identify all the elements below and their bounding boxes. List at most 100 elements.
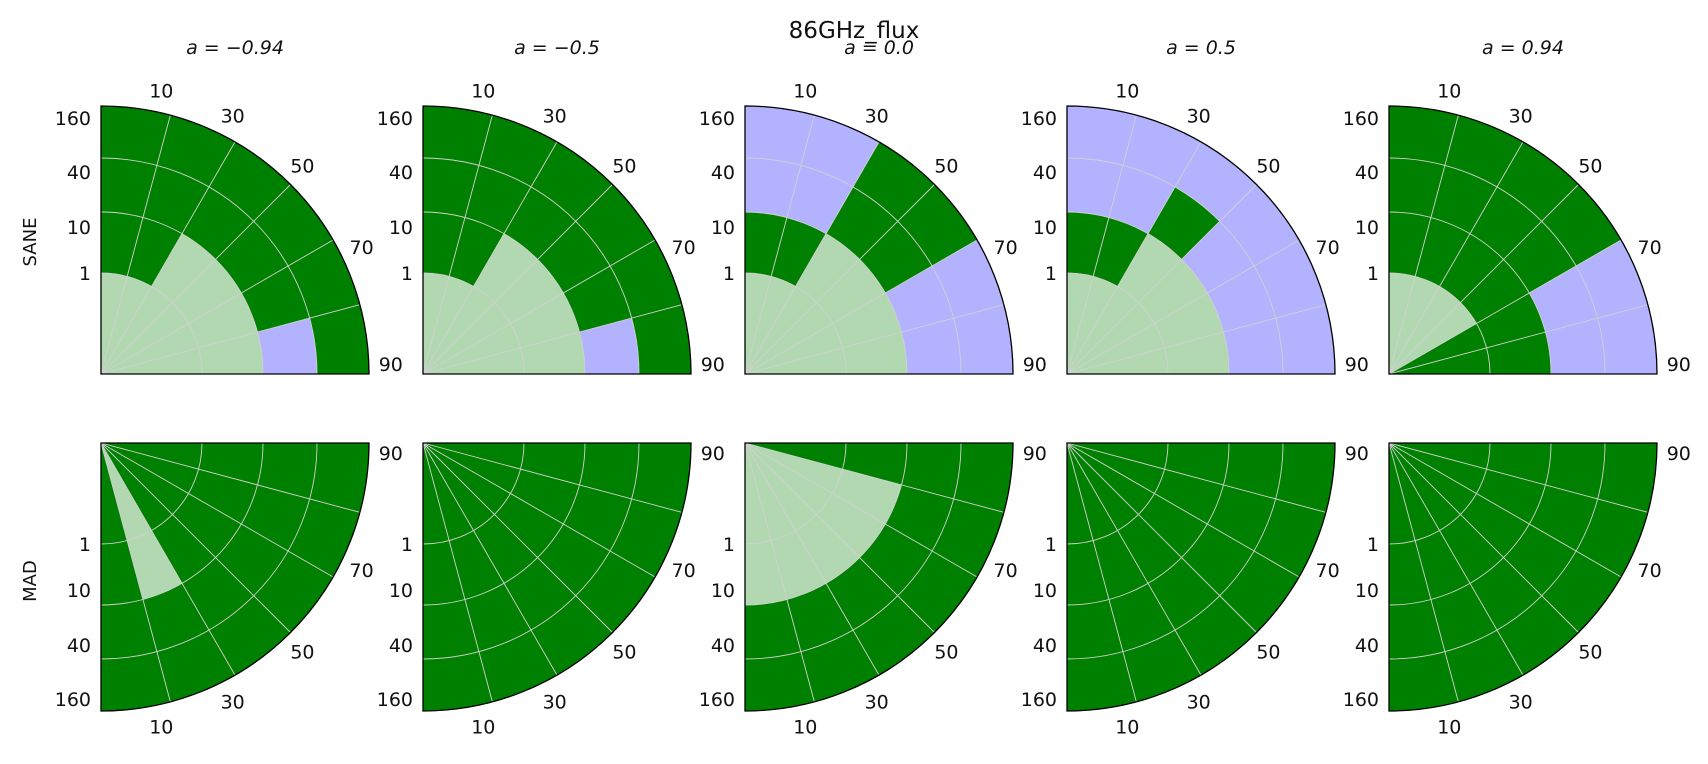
panel-sane-5: a = 0.94 1 10 40 160 10 30 50 70 90 [1343,37,1691,376]
radial-tick-label: 40 [711,635,735,657]
heatmap-cell [1223,443,1283,499]
angular-tick-label: 70 [350,237,374,259]
heatmap-cell [423,158,479,218]
angular-tick-label: 30 [1509,691,1533,713]
angular-gridline [744,239,978,375]
heatmap-cell [1181,221,1255,293]
angular-tick-label: 10 [471,80,495,102]
heatmap-cell [1439,514,1504,584]
heatmap-cell [1389,106,1459,166]
heatmap-cell [1154,469,1224,524]
heatmap-cell [745,540,787,605]
angular-tick-label: 90 [1023,354,1047,376]
panel-outline [422,442,692,712]
panel-sane-4: a = 0.5 1 10 40 160 10 30 50 70 90 [1021,37,1369,376]
radial-tick-label: 1 [79,263,91,285]
heatmap-cell [423,443,474,541]
heatmap-cell [1389,443,1477,515]
angular-gridline [422,304,682,375]
angular-gridline [1066,304,1326,375]
heatmap-cell [745,443,796,541]
heatmap-cell [885,266,954,333]
angular-tick-label: 50 [612,642,636,664]
heatmap-cell [953,304,1013,374]
angular-gridline [1388,115,1459,375]
panel-mad-1: 1 10 40 160 10 30 50 70 90 [55,442,403,739]
heatmap-cell [1576,240,1648,319]
heatmap-cell [188,293,258,348]
angular-tick-label: 50 [1578,155,1602,177]
heatmap-cell [1067,651,1137,711]
heatmap-cell [1219,551,1300,633]
heatmap-cell [215,221,289,293]
heatmap-cell [151,233,216,303]
angular-tick-label: 10 [149,80,173,102]
heatmap-cell [1207,484,1276,551]
heatmap-cell [897,184,978,266]
angular-gridline [744,442,1004,513]
column-title: a = −0.5 [514,37,600,59]
angular-gridline [422,442,682,513]
heatmap-cell [531,595,613,676]
heatmap-cell [1148,557,1220,631]
angular-gridline [1388,442,1524,676]
panel-outline [100,442,370,712]
heatmap-cell [1254,498,1326,577]
heatmap-cell [423,212,465,277]
heatmap-cell [127,217,182,287]
heatmap-cell [423,540,465,605]
radial-tick-label: 1 [401,263,413,285]
heatmap-cell [1093,217,1148,287]
heatmap-cell [253,551,334,633]
radial-tick-label: 40 [1355,162,1379,184]
heatmap-cell [101,443,189,515]
heatmap-cell [1175,595,1257,676]
heatmap-cell [795,233,860,303]
heatmap-cell [423,323,521,374]
angular-tick-label: 90 [1667,354,1691,376]
angular-gridline [744,442,815,702]
angular-gridline [1388,442,1579,633]
heatmap-cell [510,469,580,524]
heatmap-cell [423,443,511,515]
radial-tick-label: 1 [1367,263,1379,285]
heatmap-cell [826,557,898,631]
radial-tick-label: 160 [1343,689,1379,711]
heatmap-cell [1138,259,1208,324]
radial-tick-label: 10 [1355,580,1379,602]
radial-tick-label: 1 [1045,263,1057,285]
heatmap-cell [897,551,978,633]
heatmap-cell [1529,484,1598,551]
angular-tick-label: 10 [1115,80,1139,102]
angular-tick-label: 70 [994,560,1018,582]
heatmap-cell [1108,165,1175,234]
heatmap-cell [932,498,1004,577]
heatmap-cell [579,318,639,374]
heatmap-cell [1497,141,1579,222]
heatmap-cell [1207,266,1276,333]
heatmap-cell [1415,217,1470,287]
heatmap-cell [745,106,815,166]
heatmap-cell [859,221,933,293]
angular-gridline [1066,184,1257,375]
angular-gridline [1388,304,1648,375]
panel-outline [1388,442,1658,712]
heatmap-cell [745,212,787,277]
heatmap-cell [1067,443,1118,541]
angular-tick-label: 10 [471,717,495,739]
angular-tick-label: 50 [934,642,958,664]
heatmap-cell [853,141,935,222]
heatmap-cell [953,443,1013,513]
radial-tick-label: 10 [1033,580,1057,602]
angular-tick-label: 50 [934,155,958,177]
radial-tick-label: 10 [711,217,735,239]
panel-outline [744,105,1014,375]
heatmap-cell [504,186,576,260]
heatmap-cell [1597,304,1657,374]
angular-tick-label: 70 [672,237,696,259]
heatmap-cell [1470,186,1542,260]
heatmap-cell [575,551,656,633]
angular-gridline [1066,115,1137,375]
heatmap-cell [1067,323,1165,374]
